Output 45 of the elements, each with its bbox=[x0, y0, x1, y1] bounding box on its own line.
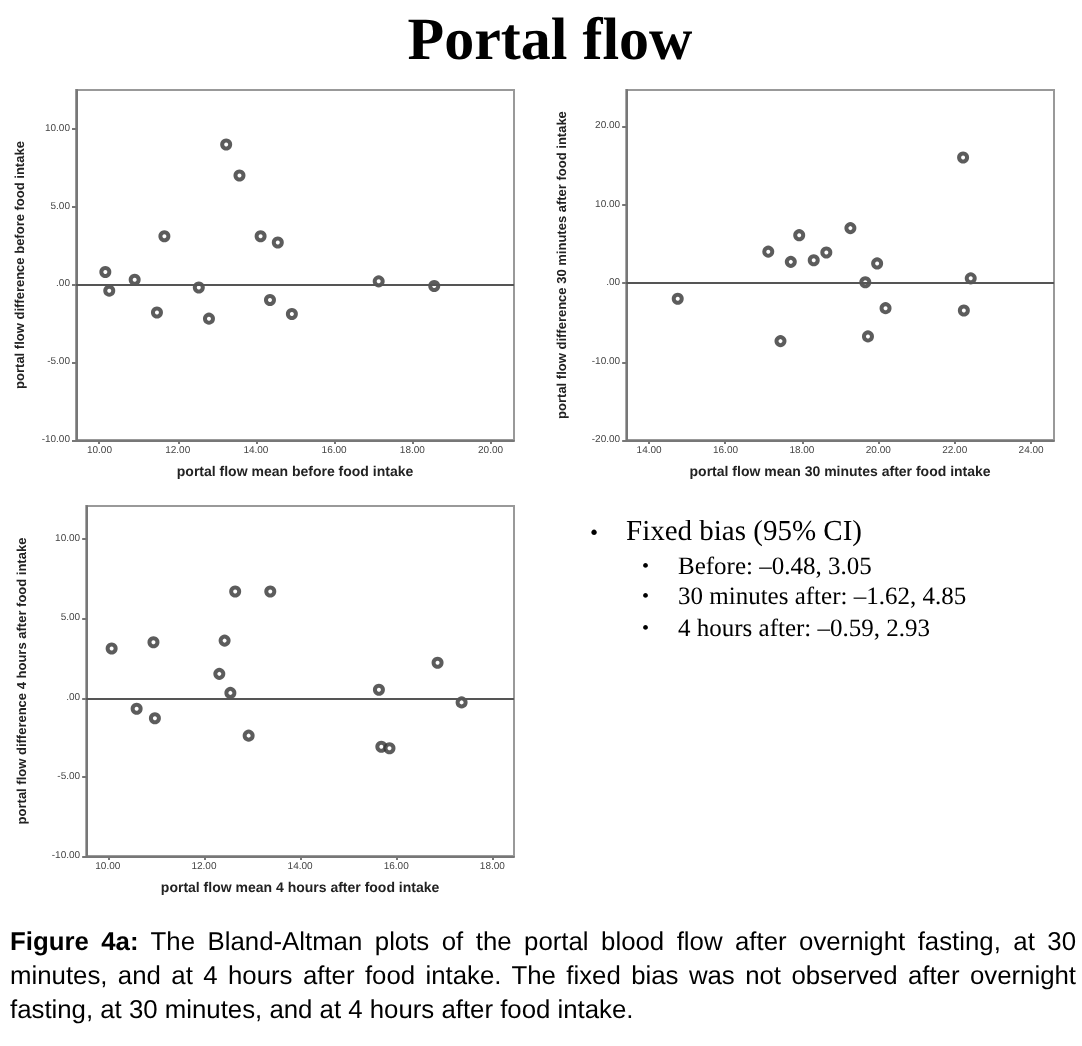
point bbox=[964, 272, 977, 285]
point bbox=[957, 304, 970, 317]
point bbox=[213, 667, 226, 680]
point bbox=[372, 275, 385, 288]
point bbox=[957, 151, 970, 164]
point bbox=[431, 656, 444, 669]
point bbox=[229, 585, 242, 598]
point bbox=[202, 312, 215, 325]
chart-title: Portal flow bbox=[407, 7, 694, 73]
point bbox=[372, 683, 385, 696]
text: • Before: –0.48, 3.05 bbox=[642, 551, 872, 579]
point bbox=[671, 292, 684, 305]
point bbox=[820, 246, 833, 259]
point bbox=[793, 229, 806, 242]
point bbox=[224, 686, 237, 699]
point bbox=[105, 642, 118, 655]
point bbox=[774, 335, 787, 348]
point bbox=[150, 306, 163, 319]
text: • 4 hours after: –0.59, 2.93 bbox=[642, 613, 931, 641]
point bbox=[271, 236, 284, 249]
caption: Figure 4a: The Bland-Altman plots of the portal blood flow after overnight fasting, at 30 minutes, and at 4 hours after food intake. The fixed bias was not observed after overnight fasting, at 30 minutes, and at 4 hours after food intake. bbox=[10, 924, 1076, 1026]
point bbox=[99, 266, 112, 278]
point bbox=[158, 230, 171, 243]
point bbox=[285, 308, 298, 320]
point bbox=[218, 634, 231, 647]
point bbox=[784, 255, 797, 268]
point bbox=[375, 740, 388, 753]
point bbox=[383, 742, 396, 755]
point bbox=[242, 729, 255, 742]
text: • 30 minutes after: –1.62, 4.85 bbox=[642, 582, 967, 610]
point bbox=[762, 245, 775, 258]
point bbox=[263, 294, 276, 306]
point bbox=[879, 302, 892, 315]
point bbox=[220, 138, 233, 151]
point bbox=[148, 712, 161, 725]
point bbox=[807, 254, 820, 267]
point bbox=[147, 636, 160, 649]
point bbox=[844, 222, 857, 235]
point bbox=[254, 230, 267, 243]
point bbox=[264, 585, 277, 598]
point bbox=[861, 330, 874, 343]
chart-title: • Fixed bias (95% CI) bbox=[590, 516, 862, 548]
point bbox=[233, 169, 246, 182]
point bbox=[130, 702, 143, 715]
point bbox=[871, 257, 884, 270]
